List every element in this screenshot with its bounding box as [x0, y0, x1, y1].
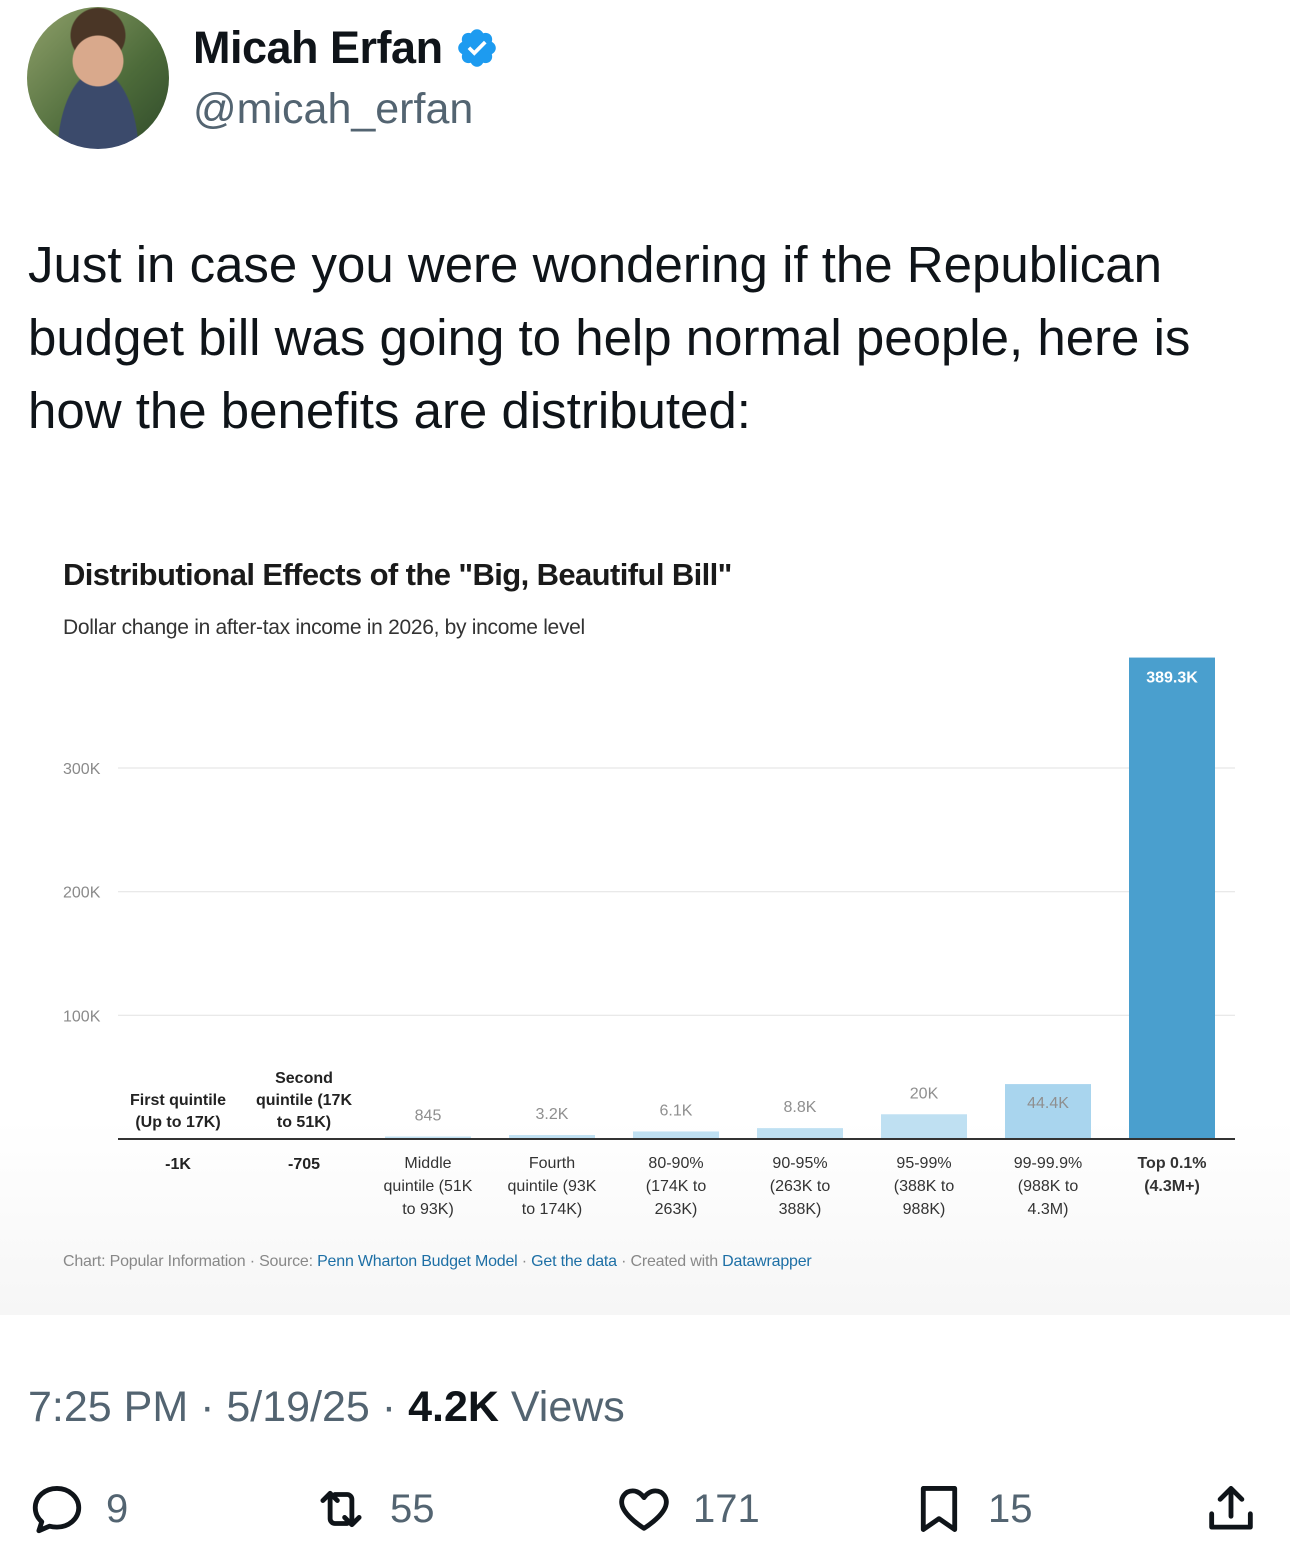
- like-count: 171: [693, 1486, 760, 1531]
- bar-value-label: 20K: [910, 1085, 939, 1102]
- chart-footer: Chart: Popular Information · Source: Pen…: [63, 1253, 812, 1270]
- category-label: 4.3M): [1028, 1201, 1069, 1218]
- category-label: 388K): [779, 1201, 822, 1218]
- bookmark-count: 15: [988, 1486, 1033, 1531]
- share-button[interactable]: [1202, 1480, 1260, 1538]
- bar-value-label: 845: [415, 1108, 442, 1125]
- category-label: quintile (51K: [384, 1178, 473, 1195]
- bar-value-label: 44.4K: [1027, 1095, 1069, 1112]
- bar: [1005, 1084, 1091, 1139]
- category-label: quintile (17K: [256, 1092, 352, 1109]
- share-icon: [1209, 1486, 1253, 1530]
- category-label: to 51K): [277, 1114, 331, 1131]
- like-button[interactable]: 171: [615, 1480, 760, 1538]
- source-link[interactable]: Penn Wharton Budget Model: [317, 1253, 518, 1270]
- y-tick-label: 300K: [63, 761, 101, 778]
- category-label: Middle: [404, 1155, 451, 1172]
- bar: [509, 1135, 595, 1139]
- bar: [633, 1131, 719, 1139]
- category-label: Fourth: [529, 1155, 575, 1172]
- datawrapper-link[interactable]: Datawrapper: [722, 1253, 812, 1270]
- tweet-text: Just in case you were wondering if the R…: [28, 236, 1191, 439]
- avatar[interactable]: [27, 7, 169, 149]
- category-label: (Up to 17K): [135, 1114, 220, 1131]
- category-label: (174K to: [646, 1178, 707, 1195]
- tweet-time[interactable]: 7:25 PM: [28, 1383, 189, 1431]
- chart-credit: Chart: Popular Information: [63, 1253, 246, 1270]
- tweet-date[interactable]: 5/19/25: [226, 1383, 370, 1431]
- author-name-row[interactable]: Micah Erfan: [193, 22, 499, 74]
- category-label: 988K): [903, 1201, 946, 1218]
- category-label: 80-90%: [648, 1155, 703, 1172]
- tweet-meta: 7:25 PM · 5/19/25 · 4.2K Views: [28, 1383, 625, 1431]
- category-label: First quintile: [130, 1092, 226, 1109]
- created-with-label: Created with: [630, 1253, 718, 1270]
- category-label: (988K to: [1018, 1178, 1079, 1195]
- category-label: (388K to: [894, 1178, 955, 1195]
- y-tick-label: 200K: [63, 885, 101, 902]
- bookmark-icon: [920, 1486, 958, 1532]
- author-name[interactable]: Micah Erfan: [193, 22, 443, 73]
- category-label: 95-99%: [896, 1155, 951, 1172]
- category-label: 99-99.9%: [1014, 1155, 1083, 1172]
- reply-icon: [32, 1486, 82, 1534]
- category-label: (263K to: [770, 1178, 831, 1195]
- bar-value-label: -1K: [165, 1156, 191, 1173]
- views-count: 4.2K: [408, 1383, 499, 1431]
- verified-badge-icon: [457, 29, 496, 67]
- category-label: quintile (93K: [508, 1178, 597, 1195]
- bar-value-label: 389.3K: [1146, 670, 1198, 687]
- heart-icon: [619, 1488, 669, 1531]
- retweet-button[interactable]: 55: [312, 1480, 435, 1538]
- bar-value-label: 6.1K: [660, 1102, 693, 1119]
- category-label: Top 0.1%: [1137, 1155, 1206, 1172]
- bar-value-label: 8.8K: [784, 1099, 817, 1116]
- category-label: (4.3M+): [1144, 1178, 1200, 1195]
- chart-subtitle: Dollar change in after-tax income in 202…: [63, 616, 585, 639]
- action-bar: 9 55 171 15: [0, 1470, 1290, 1550]
- get-data-link[interactable]: Get the data: [531, 1253, 617, 1270]
- category-label: 90-95%: [772, 1155, 827, 1172]
- bookmark-button[interactable]: 15: [910, 1480, 1033, 1538]
- chart-image[interactable]: Distributional Effects of the "Big, Beau…: [0, 535, 1290, 1315]
- bar: [757, 1128, 843, 1139]
- source-label: Source:: [259, 1253, 313, 1270]
- bar-value-label: -705: [288, 1156, 320, 1173]
- category-label: to 93K): [402, 1201, 454, 1218]
- retweet-icon: [320, 1490, 362, 1528]
- category-label: 263K): [655, 1201, 698, 1218]
- reply-button[interactable]: 9: [28, 1480, 128, 1538]
- y-tick-label: 100K: [63, 1008, 101, 1025]
- category-label: Second: [275, 1070, 333, 1087]
- reply-count: 9: [106, 1486, 129, 1531]
- bar: [1129, 657, 1215, 1139]
- author-handle[interactable]: @micah_erfan: [193, 85, 474, 133]
- bar: [385, 1136, 471, 1139]
- views-label: Views: [510, 1383, 625, 1431]
- category-label: to 174K): [522, 1201, 582, 1218]
- bar-chart: 100K 200K 300K -1K First quintile (Up to 17K)…: [63, 657, 1235, 1218]
- retweet-count: 55: [390, 1486, 435, 1531]
- bar-value-label: 3.2K: [536, 1106, 569, 1123]
- chart-title: Distributional Effects of the "Big, Beau…: [63, 557, 732, 592]
- bar: [881, 1114, 967, 1139]
